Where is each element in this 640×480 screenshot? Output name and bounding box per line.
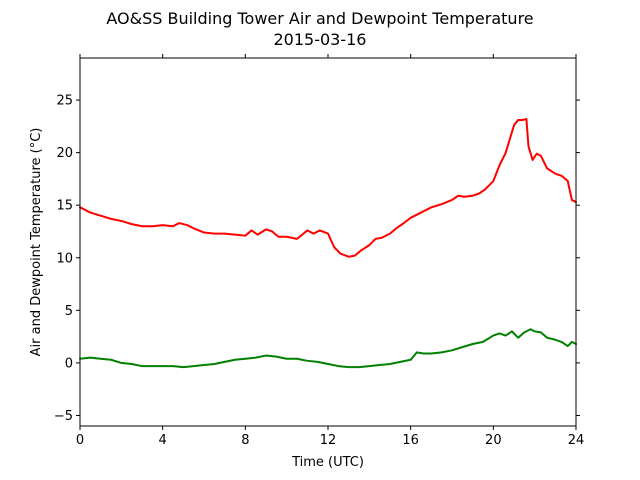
- x-tick-label: 0: [76, 433, 84, 448]
- y-tick-label: 25: [56, 94, 73, 109]
- y-tick-label: 15: [56, 199, 73, 214]
- x-tick-label: 4: [159, 433, 167, 448]
- y-tick-label: −5: [54, 409, 73, 424]
- air-temperature-line: [79, 117, 577, 258]
- x-axis-label: Time (UTC): [291, 455, 364, 470]
- plot-frame: [79, 57, 577, 427]
- y-axis-label: Air and Dewpoint Temperature (°C): [29, 128, 44, 357]
- y-tick-label: 0: [65, 356, 73, 371]
- y-tick-label: 10: [56, 251, 73, 266]
- x-tick-label: 16: [402, 433, 419, 448]
- series-layer: [79, 117, 577, 369]
- x-tick-label: 8: [241, 433, 249, 448]
- chart-title: AO&SS Building Tower Air and Dewpoint Te…: [106, 9, 533, 28]
- y-tick-label: 5: [65, 304, 73, 319]
- x-tick-label: 24: [568, 433, 585, 448]
- chart-subtitle: 2015-03-16: [274, 30, 367, 49]
- dewpoint-temperature-line: [79, 328, 577, 369]
- x-tick-label: 12: [320, 433, 337, 448]
- x-tick-label: 20: [485, 433, 502, 448]
- y-tick-label: 20: [56, 146, 73, 161]
